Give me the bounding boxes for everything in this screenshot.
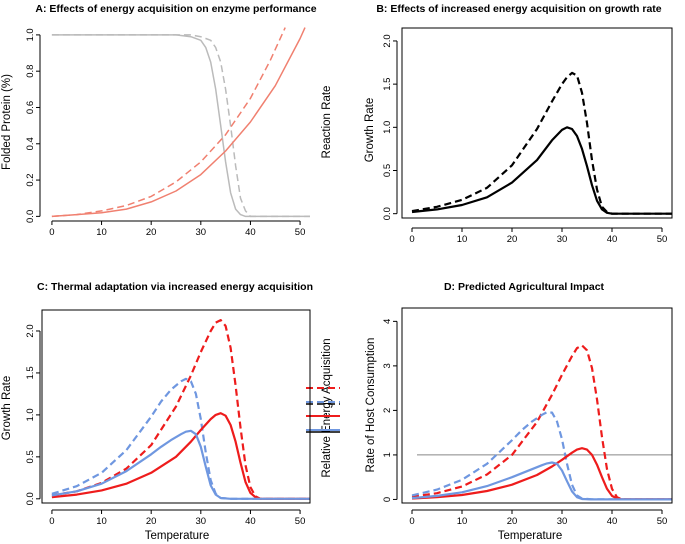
y-tick-label: 1.5 bbox=[25, 366, 36, 379]
x-tick-label: 50 bbox=[295, 227, 306, 238]
series-line-warm-adapted-increased-energy bbox=[411, 344, 672, 501]
y-tick-label: 1.0 bbox=[382, 121, 393, 134]
y-tick-label: 0.5 bbox=[25, 450, 36, 463]
x-tick-label: 0 bbox=[409, 234, 414, 245]
panel-a-x-ticks: 0 10 20 30 40 50 bbox=[49, 220, 306, 238]
panel-d-x-ticks: 0 10 20 30 40 50 bbox=[409, 509, 668, 527]
panel-c-ylabel-right: Relative Energy Acquisition bbox=[321, 338, 333, 477]
x-tick-label: 40 bbox=[607, 234, 618, 245]
x-tick-label: 50 bbox=[295, 516, 306, 527]
x-tick-label: 10 bbox=[96, 516, 107, 527]
y-tick-label: 1.5 bbox=[382, 78, 393, 91]
x-tick-label: 10 bbox=[457, 234, 468, 245]
panel-a-series bbox=[51, 27, 310, 218]
x-tick-label: 30 bbox=[196, 516, 207, 527]
y-tick-label: 1.0 bbox=[25, 28, 36, 41]
series-line-warm-adapted-increased-energy bbox=[51, 319, 310, 500]
y-tick-label: 0.5 bbox=[382, 164, 393, 177]
x-tick-label: 50 bbox=[657, 234, 668, 245]
panel-c: C: Thermal adaptation via increased ener… bbox=[1, 281, 340, 542]
panel-c-xlabel: Temperature bbox=[145, 530, 210, 542]
series-line-warm-adapted bbox=[411, 447, 672, 501]
panel-d-y-ticks: 0 1 2 3 4 bbox=[382, 319, 398, 502]
panel-d-xlabel: Temperature bbox=[498, 530, 563, 542]
panel-d-ylabel: Rate of Host Consumption bbox=[365, 338, 377, 473]
x-tick-label: 20 bbox=[146, 516, 157, 527]
series-line-reaction-rate-increased-energy- bbox=[51, 27, 286, 218]
series-line-warm-adapted bbox=[51, 412, 310, 500]
x-tick-label: 40 bbox=[607, 516, 618, 527]
series-line-cool-adapted bbox=[411, 461, 672, 501]
y-tick-label: 0.0 bbox=[382, 207, 393, 220]
x-tick-label: 20 bbox=[507, 234, 518, 245]
y-tick-label: 0.0 bbox=[25, 210, 36, 223]
panel-b-y-ticks: 0.0 0.5 1.0 1.5 2.0 bbox=[382, 34, 398, 220]
panel-b-ylabel: Growth Rate bbox=[364, 98, 376, 163]
x-tick-label: 30 bbox=[557, 234, 568, 245]
x-tick-label: 0 bbox=[409, 516, 414, 527]
x-tick-label: 40 bbox=[245, 516, 256, 527]
panel-c-series bbox=[51, 319, 310, 500]
panel-a-y-ticks: 0.0 0.2 0.4 0.6 0.8 1.0 bbox=[25, 28, 41, 223]
y-tick-label: 0 bbox=[382, 497, 393, 502]
x-tick-label: 10 bbox=[96, 227, 107, 238]
x-tick-label: 0 bbox=[49, 227, 54, 238]
x-tick-label: 20 bbox=[146, 227, 157, 238]
y-tick-label: 3 bbox=[382, 363, 393, 368]
y-tick-label: 2.0 bbox=[382, 34, 393, 47]
y-tick-label: 1 bbox=[382, 452, 393, 457]
x-tick-label: 50 bbox=[657, 516, 668, 527]
panel-c-y-ticks: 0.0 0.5 1.0 1.5 2.0 bbox=[25, 324, 41, 505]
panel-d-frame bbox=[401, 307, 673, 504]
panel-c-x-ticks: 0 10 20 30 40 50 bbox=[49, 509, 306, 527]
panel-a-title: A: Effects of energy acquisition on enzy… bbox=[35, 3, 316, 15]
panel-c-frame bbox=[41, 309, 311, 504]
y-tick-label: 1.0 bbox=[25, 408, 36, 421]
panel-a-ylabel-right: Reaction Rate bbox=[321, 86, 333, 159]
x-tick-label: 10 bbox=[457, 516, 468, 527]
panel-d-title: D: Predicted Agricultural Impact bbox=[444, 281, 605, 293]
x-tick-label: 20 bbox=[507, 516, 518, 527]
panel-b-x-ticks: 0 10 20 30 40 50 bbox=[409, 227, 668, 245]
x-tick-label: 30 bbox=[557, 516, 568, 527]
y-tick-label: 0.2 bbox=[25, 173, 36, 186]
y-tick-label: 0.0 bbox=[25, 492, 36, 505]
x-tick-label: 0 bbox=[49, 516, 54, 527]
panel-b-frame bbox=[401, 27, 673, 219]
panel-c-legend bbox=[306, 387, 340, 433]
panel-d-series bbox=[411, 344, 672, 501]
y-tick-label: 2 bbox=[382, 408, 393, 413]
panel-b: B: Effects of increased energy acquisiti… bbox=[364, 3, 673, 245]
y-tick-label: 0.4 bbox=[25, 137, 36, 150]
panel-b-series bbox=[411, 71, 672, 215]
series-line-baseline bbox=[411, 126, 672, 215]
y-tick-label: 0.6 bbox=[25, 101, 36, 114]
y-tick-label: 0.8 bbox=[25, 65, 36, 78]
x-tick-label: 30 bbox=[196, 227, 207, 238]
y-tick-label: 4 bbox=[382, 319, 393, 324]
panel-a-ylabel: Folded Protein (%) bbox=[1, 74, 13, 170]
panel-d: D: Predicted Agricultural Impact Rate of… bbox=[365, 281, 673, 542]
x-tick-label: 40 bbox=[245, 227, 256, 238]
y-tick-label: 2.0 bbox=[25, 324, 36, 337]
panel-c-ylabel: Growth Rate bbox=[1, 376, 13, 441]
series-line-cool-adapted-increased-energy bbox=[411, 411, 672, 501]
panel-b-title: B: Effects of increased energy acquisiti… bbox=[376, 3, 661, 15]
series-line-folded-protein-increased-energy- bbox=[51, 34, 310, 218]
panel-a: A: Effects of energy acquisition on enzy… bbox=[1, 3, 333, 238]
panel-c-title: C: Thermal adaptation via increased ener… bbox=[37, 281, 313, 293]
series-line-increased-energy bbox=[411, 71, 672, 215]
series-line-cool-adapted bbox=[51, 429, 310, 500]
series-line-folded-protein bbox=[51, 34, 310, 218]
series-line-reaction-rate bbox=[51, 27, 306, 218]
